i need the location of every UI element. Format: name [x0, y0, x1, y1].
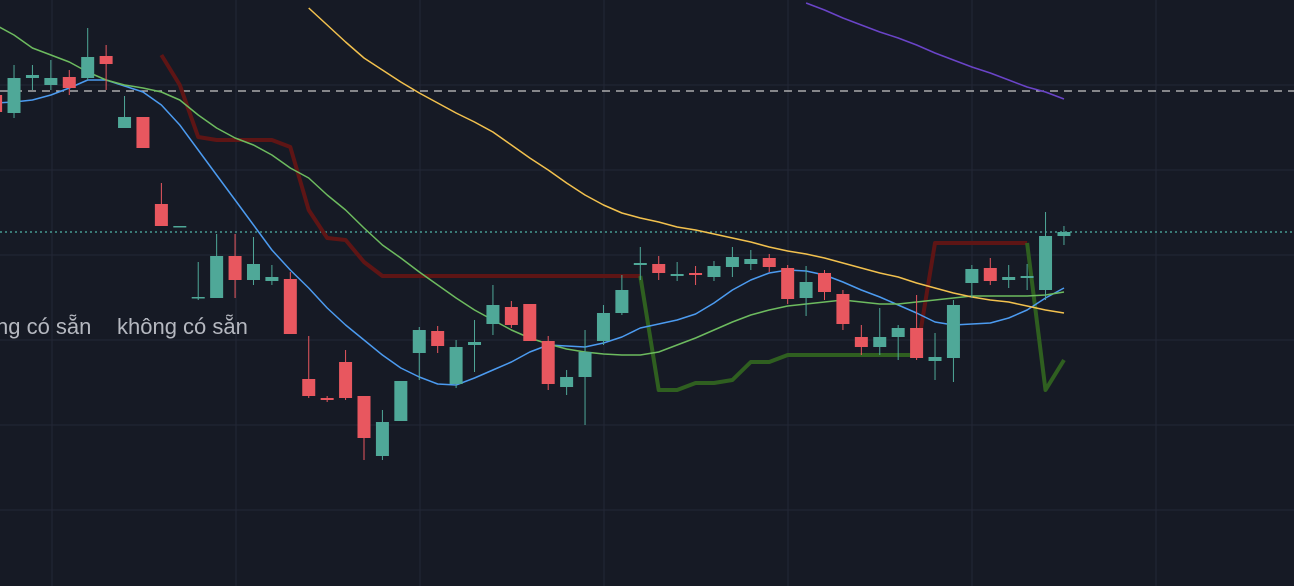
candle-body: [339, 362, 353, 398]
candle-body: [744, 259, 758, 264]
candle-body: [246, 264, 260, 280]
annotation: ng có sẵn: [0, 314, 91, 339]
candle-body: [633, 263, 647, 265]
candle-body: [541, 341, 555, 384]
candle-body: [302, 379, 316, 396]
indicator-line: [0, 79, 1065, 386]
candle-body: [62, 77, 76, 88]
candle-body: [431, 331, 445, 346]
candle-body: [136, 117, 150, 148]
candle-body: [412, 330, 426, 353]
candle-body: [394, 381, 408, 421]
candle-body: [596, 313, 610, 341]
candle-body: [854, 337, 868, 347]
candle-body: [725, 257, 739, 267]
candle-body: [946, 305, 960, 358]
candle-body: [836, 294, 850, 324]
candle-body: [154, 204, 168, 226]
candle-body: [762, 258, 776, 267]
candle-body: [0, 95, 3, 112]
candle-body: [375, 422, 389, 456]
candle-body: [81, 57, 95, 78]
candle-body: [799, 282, 813, 298]
annotation: không có sẵn: [117, 314, 248, 339]
candle-body: [910, 328, 924, 358]
candle-body: [486, 305, 500, 324]
candle-body: [578, 352, 592, 377]
candle-body: [99, 56, 113, 64]
indicator-line: [308, 7, 1065, 314]
candle-body: [523, 304, 537, 341]
candle-body: [818, 273, 831, 292]
candle-body: [228, 256, 242, 280]
candle-body: [1020, 276, 1034, 278]
candle-body: [7, 78, 21, 113]
candle-body: [689, 273, 703, 275]
candle-body: [283, 279, 297, 334]
candle-body: [173, 226, 187, 228]
candle-body: [191, 297, 205, 299]
candle-body: [781, 268, 795, 299]
candle-body: [265, 277, 279, 281]
candle-body: [468, 342, 482, 345]
candle-body: [1002, 277, 1016, 280]
candle-body: [983, 268, 997, 281]
candle-body: [320, 398, 334, 400]
candle-body: [560, 377, 574, 387]
candle-body: [928, 357, 942, 361]
candle-body: [357, 396, 371, 438]
candle-body: [504, 307, 518, 325]
candle-body: [615, 290, 629, 313]
candle-body: [891, 328, 905, 337]
candle-body: [210, 256, 224, 298]
candle-body: [1039, 236, 1053, 290]
candle-body: [1057, 232, 1071, 236]
candle-body: [652, 264, 666, 273]
candle-body: [965, 269, 979, 283]
candle-body: [118, 117, 132, 128]
candle-body: [449, 347, 463, 384]
indicator-line: [638, 242, 1066, 392]
candle-body: [707, 266, 721, 277]
indicator-line: [805, 2, 1065, 100]
candle-body: [873, 337, 887, 347]
candle-body: [44, 78, 58, 85]
plot-area: [0, 2, 1294, 460]
candle-body: [670, 274, 684, 276]
candle-body: [25, 75, 39, 78]
